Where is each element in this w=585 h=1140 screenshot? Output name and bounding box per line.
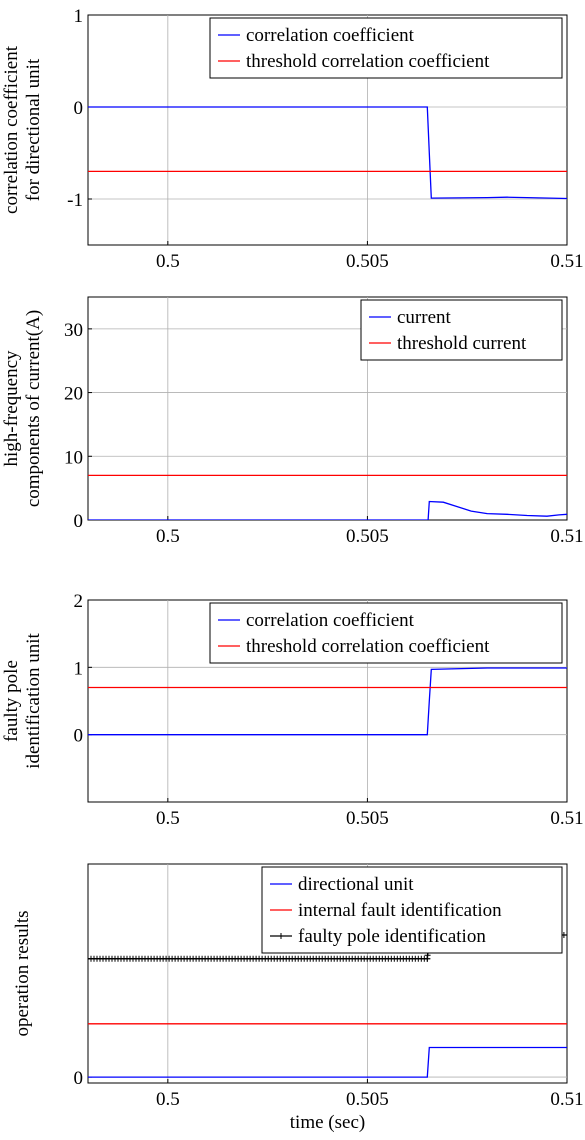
x-tick-label: 0.51 — [550, 808, 583, 829]
legend-label: correlation coefficient — [246, 610, 415, 631]
legend-box — [261, 866, 563, 954]
x-tick-label: 0.505 — [346, 808, 389, 829]
y-tick-label: 0 — [74, 511, 84, 532]
y-tick-label: -1 — [67, 190, 83, 211]
legend-label: internal fault identification — [298, 900, 502, 921]
y-tick-label: 2 — [74, 591, 84, 612]
y-tick-label: 0 — [74, 726, 84, 747]
y-axis-label: components of current(A) — [23, 310, 44, 507]
legend-label: faulty pole identification — [298, 926, 486, 947]
x-axis-label: time (sec) — [290, 1112, 365, 1133]
series-line — [88, 106, 567, 200]
y-axis-label: high-frequency — [1, 350, 22, 467]
legend-box — [360, 299, 563, 361]
legend-label: threshold current — [397, 333, 527, 354]
legend-label: directional unit — [298, 874, 414, 895]
y-tick-label: 0 — [74, 98, 84, 119]
x-tick-label: 0.5 — [156, 1089, 180, 1110]
y-axis-label: operation results — [12, 910, 33, 1036]
chart-panel-2: 0.5 0.505 0.51 0 10 20 30 high-frequency compone… — [1, 296, 584, 547]
y-tick-label: 10 — [64, 447, 83, 468]
y-axis-label: faulty pole — [1, 660, 22, 742]
x-tick-label: 0.505 — [346, 1089, 389, 1110]
legend-label: threshold correlation coefficient — [246, 51, 490, 72]
legend: correlation coefficient threshold correla… — [209, 17, 563, 79]
y-tick-label: 0 — [74, 1068, 84, 1089]
x-tick-label: 0.5 — [156, 251, 180, 272]
series-line — [88, 500, 567, 520]
legend-label: current — [397, 307, 452, 328]
legend-box — [209, 602, 563, 664]
x-tick-label: 0.51 — [550, 251, 583, 272]
legend-label: correlation coefficient — [246, 25, 415, 46]
chart-panel-4: 0.5 0.505 0.51 0 operation results time (sec)… — [12, 863, 584, 1133]
chart-panel-3: 0.5 0.505 0.51 0 1 2 faulty pole identification… — [1, 591, 584, 829]
y-tick-label: 30 — [64, 320, 83, 341]
y-axis-label: identification unit — [23, 632, 44, 768]
legend: current threshold current — [360, 299, 563, 361]
legend: correlation coefficient threshold correla… — [209, 602, 563, 664]
series-marker — [564, 932, 567, 938]
legend-box — [209, 17, 563, 79]
y-tick-label: 1 — [74, 6, 84, 27]
legend-label: threshold correlation coefficient — [246, 636, 490, 657]
x-tick-label: 0.5 — [156, 526, 180, 547]
x-tick-label: 0.5 — [156, 808, 180, 829]
x-tick-label: 0.505 — [346, 526, 389, 547]
y-tick-label: 1 — [74, 658, 84, 679]
legend: directional unit internal fault identific… — [261, 866, 563, 954]
legend-marker — [278, 933, 284, 939]
x-tick-label: 0.505 — [346, 251, 389, 272]
series-line — [88, 667, 567, 736]
x-tick-label: 0.51 — [550, 526, 583, 547]
x-tick-label: 0.51 — [550, 1089, 583, 1110]
y-tick-label: 20 — [64, 384, 83, 405]
y-axis-label: correlation coefficient — [1, 45, 22, 214]
series-line — [88, 1046, 567, 1078]
y-axis-label: for directional unit — [23, 58, 44, 201]
